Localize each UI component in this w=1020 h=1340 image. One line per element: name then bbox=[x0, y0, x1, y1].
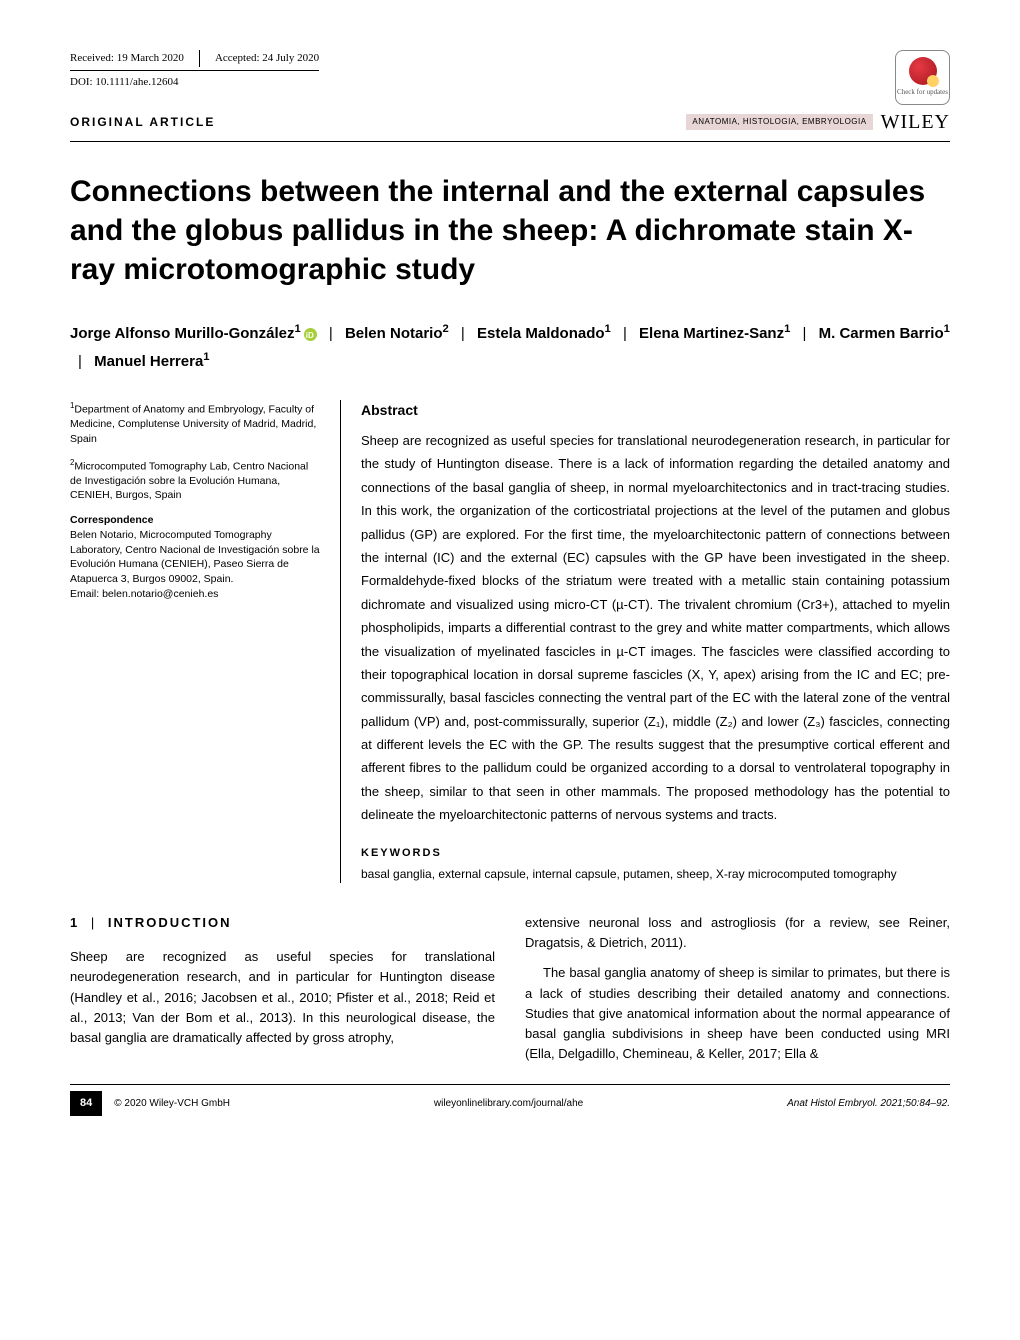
check-updates-badge[interactable]: Check for updates bbox=[895, 50, 950, 105]
citation: Anat Histol Embryol. 2021;50:84–92. bbox=[787, 1096, 950, 1111]
correspondence-email: Email: belen.notario@cenieh.es bbox=[70, 587, 320, 602]
affiliation: 2Microcomputed Tomography Lab, Centro Na… bbox=[70, 457, 320, 504]
affiliation: 1Department of Anatomy and Embryology, F… bbox=[70, 400, 320, 447]
abstract-column: Abstract Sheep are recognized as useful … bbox=[340, 400, 950, 883]
intro-paragraph: The basal ganglia anatomy of sheep is si… bbox=[525, 963, 950, 1064]
author: Elena Martinez-Sanz1 bbox=[639, 325, 790, 342]
author: Estela Maldonado1 bbox=[477, 325, 611, 342]
intro-paragraph: extensive neuronal loss and astrogliosis… bbox=[525, 913, 950, 953]
orcid-icon[interactable] bbox=[304, 328, 317, 341]
article-title: Connections between the internal and the… bbox=[70, 172, 950, 289]
author-separator: | bbox=[803, 325, 807, 342]
correspondence-body: Belen Notario, Microcomputed Tomography … bbox=[70, 528, 320, 587]
intro-right-column: extensive neuronal loss and astrogliosis… bbox=[525, 913, 950, 1064]
affiliations-column: 1Department of Anatomy and Embryology, F… bbox=[70, 400, 340, 883]
page-footer: 84 © 2020 Wiley-VCH GmbH wileyonlinelibr… bbox=[70, 1084, 950, 1116]
author: Belen Notario2 bbox=[345, 325, 449, 342]
intro-paragraph: Sheep are recognized as useful species f… bbox=[70, 947, 495, 1048]
accepted-date: Accepted: 24 July 2020 bbox=[200, 50, 319, 67]
footer-url: wileyonlinelibrary.com/journal/ahe bbox=[434, 1096, 583, 1111]
publisher-logo: WILEY bbox=[881, 107, 950, 137]
authors-list: Jorge Alfonso Murillo-González1 | Belen … bbox=[70, 319, 950, 375]
section-head: 1 | INTRODUCTION bbox=[70, 913, 495, 933]
abstract-head: Abstract bbox=[361, 400, 950, 421]
section-title: INTRODUCTION bbox=[108, 915, 232, 930]
journal-tag: ANATOMIA, HISTOLOGIA, EMBRYOLOGIA bbox=[686, 114, 872, 130]
received-date: Received: 19 March 2020 bbox=[70, 50, 200, 67]
abstract-body: Sheep are recognized as useful species f… bbox=[361, 429, 950, 827]
correspondence-head: Correspondence bbox=[70, 513, 320, 528]
journal-badge: ANATOMIA, HISTOLOGIA, EMBRYOLOGIA WILEY bbox=[686, 107, 950, 137]
article-type: ORIGINAL ARTICLE bbox=[70, 113, 215, 131]
section-number: 1 bbox=[70, 915, 79, 930]
keywords-body: basal ganglia, external capsule, interna… bbox=[361, 865, 950, 883]
doi: DOI: 10.1111/ahe.12604 bbox=[70, 74, 319, 91]
author-separator: | bbox=[461, 325, 465, 342]
section-separator: | bbox=[91, 915, 96, 930]
copyright: © 2020 Wiley-VCH GmbH bbox=[114, 1096, 230, 1111]
keywords-head: KEYWORDS bbox=[361, 845, 950, 862]
author: Manuel Herrera1 bbox=[94, 353, 209, 370]
author: M. Carmen Barrio1 bbox=[819, 325, 950, 342]
badge-text: Check for updates bbox=[897, 87, 948, 98]
check-updates-icon bbox=[909, 57, 937, 85]
author-separator: | bbox=[329, 325, 333, 342]
intro-left-column: 1 | INTRODUCTION Sheep are recognized as… bbox=[70, 913, 495, 1064]
author-separator: | bbox=[623, 325, 627, 342]
author: Jorge Alfonso Murillo-González1 bbox=[70, 325, 317, 342]
author-separator: | bbox=[78, 353, 82, 370]
page-number: 84 bbox=[70, 1091, 102, 1116]
header-meta: Received: 19 March 2020 Accepted: 24 Jul… bbox=[70, 50, 319, 105]
